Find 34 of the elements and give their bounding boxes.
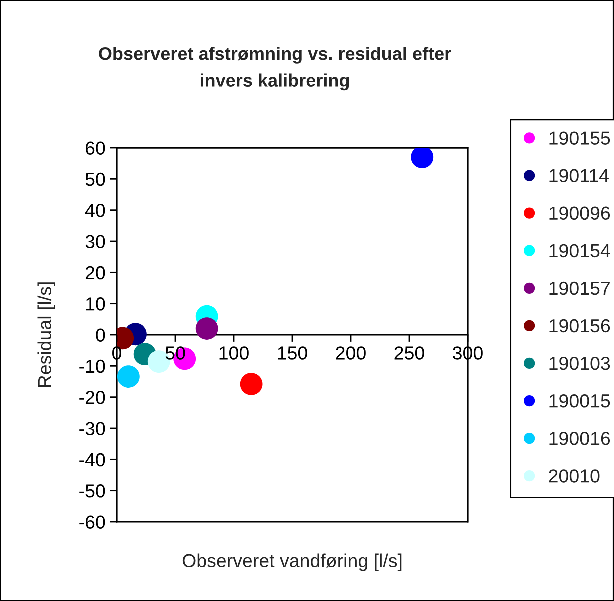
x-tick-label: 100 bbox=[220, 346, 249, 360]
y-tick-label: 30 bbox=[86, 235, 106, 248]
y-tick-label: 20 bbox=[86, 266, 106, 280]
y-tick-label: 0 bbox=[96, 328, 106, 342]
legend-label: 190096 bbox=[550, 206, 610, 220]
y-tick-label: -30 bbox=[80, 422, 106, 436]
y-tick-label: 40 bbox=[85, 204, 106, 218]
y-tick-label: 60 bbox=[86, 142, 106, 155]
y-tick-label: 10 bbox=[86, 298, 106, 311]
legend-label: 190114 bbox=[550, 169, 609, 183]
legend-label: 190156 bbox=[550, 319, 610, 333]
y-tick-label: -10 bbox=[80, 360, 106, 374]
legend-label: 190103 bbox=[550, 356, 610, 370]
y-axis-title: Residual [l/s] bbox=[38, 282, 56, 388]
y-tick-label: -50 bbox=[80, 484, 106, 498]
point bbox=[240, 373, 263, 396]
x-tick-label: 150 bbox=[278, 346, 308, 360]
y-tick-label: -40 bbox=[80, 453, 106, 467]
legend-label: 190154 bbox=[550, 244, 610, 258]
y-tick-label: 50 bbox=[86, 172, 106, 186]
legend-label: 190157 bbox=[550, 282, 610, 296]
x-axis-title: Observeret vandføring [l/s] bbox=[182, 554, 402, 572]
x-tick-label: 200 bbox=[336, 346, 366, 360]
point bbox=[118, 366, 140, 388]
y-tick-label: -60 bbox=[80, 516, 106, 529]
legend-label: 190155 bbox=[550, 132, 610, 145]
point bbox=[196, 318, 218, 340]
point bbox=[411, 148, 434, 169]
legend-label: 190016 bbox=[550, 432, 610, 446]
y-tick-label: -20 bbox=[80, 391, 106, 404]
x-tick-label: 250 bbox=[394, 346, 424, 360]
legend-label: 20010 bbox=[549, 470, 600, 483]
legend-label: 190015 bbox=[550, 394, 610, 408]
chart-title: Observeret afstrømning vs. residual efter invers kalibrering bbox=[99, 47, 452, 91]
